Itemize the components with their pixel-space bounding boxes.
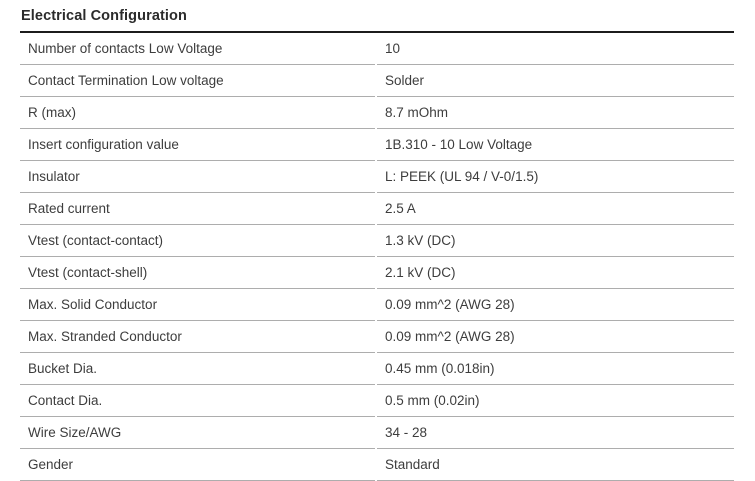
row-value: 1B.310 - 10 Low Voltage — [377, 129, 734, 161]
row-value: 1.3 kV (DC) — [377, 225, 734, 257]
row-label: Rated current — [20, 193, 375, 225]
row-value: 0.5 mm (0.02in) — [377, 385, 734, 417]
row-value: Solder — [377, 65, 734, 97]
row-value: 0.09 mm^2 (AWG 28) — [377, 289, 734, 321]
row-value: 0.09 mm^2 (AWG 28) — [377, 321, 734, 353]
row-value: 8.7 mOhm — [377, 97, 734, 129]
table-row: Insulator L: PEEK (UL 94 / V-0/1.5) — [20, 161, 734, 193]
row-value: 2.5 A — [377, 193, 734, 225]
table-row: Rated current 2.5 A — [20, 193, 734, 225]
table-row: Bucket Dia. 0.45 mm (0.018in) — [20, 353, 734, 385]
table-row: Contact Dia. 0.5 mm (0.02in) — [20, 385, 734, 417]
table-row: Gender Standard — [20, 449, 734, 481]
row-label: Vtest (contact-contact) — [20, 225, 375, 257]
row-label: Bucket Dia. — [20, 353, 375, 385]
row-value: 10 — [377, 33, 734, 65]
table-row: Number of contacts Low Voltage 10 — [20, 33, 734, 65]
spec-table: Number of contacts Low Voltage 10 Contac… — [20, 33, 734, 481]
table-row: Wire Size/AWG 34 - 28 — [20, 417, 734, 449]
row-value: 2.1 kV (DC) — [377, 257, 734, 289]
row-label: Contact Dia. — [20, 385, 375, 417]
row-value: 34 - 28 — [377, 417, 734, 449]
row-value: L: PEEK (UL 94 / V-0/1.5) — [377, 161, 734, 193]
table-row: Max. Solid Conductor 0.09 mm^2 (AWG 28) — [20, 289, 734, 321]
section-title: Electrical Configuration — [20, 0, 734, 33]
table-row: Contact Termination Low voltage Solder — [20, 65, 734, 97]
row-label: Number of contacts Low Voltage — [20, 33, 375, 65]
row-label: Gender — [20, 449, 375, 481]
row-value: 0.45 mm (0.018in) — [377, 353, 734, 385]
electrical-configuration-section: Electrical Configuration Number of conta… — [20, 0, 734, 481]
row-label: Insulator — [20, 161, 375, 193]
row-value: Standard — [377, 449, 734, 481]
row-label: Contact Termination Low voltage — [20, 65, 375, 97]
table-row: Max. Stranded Conductor 0.09 mm^2 (AWG 2… — [20, 321, 734, 353]
row-label: Max. Solid Conductor — [20, 289, 375, 321]
table-row: R (max) 8.7 mOhm — [20, 97, 734, 129]
row-label: Max. Stranded Conductor — [20, 321, 375, 353]
row-label: R (max) — [20, 97, 375, 129]
row-label: Vtest (contact-shell) — [20, 257, 375, 289]
row-label: Insert configuration value — [20, 129, 375, 161]
table-row: Vtest (contact-shell) 2.1 kV (DC) — [20, 257, 734, 289]
table-row: Insert configuration value 1B.310 - 10 L… — [20, 129, 734, 161]
row-label: Wire Size/AWG — [20, 417, 375, 449]
table-row: Vtest (contact-contact) 1.3 kV (DC) — [20, 225, 734, 257]
